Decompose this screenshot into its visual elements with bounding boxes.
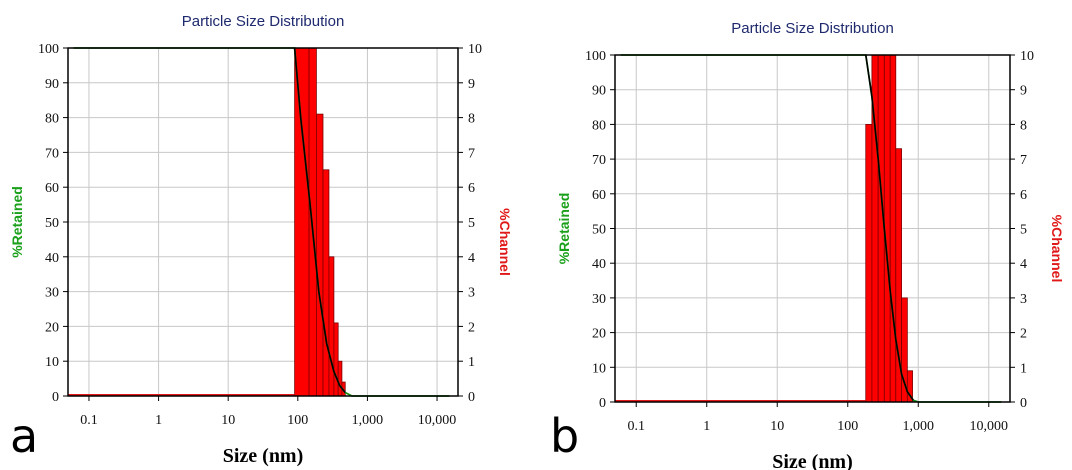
x-tick-label: 1 xyxy=(155,413,162,428)
y-tick-label-left: 100 xyxy=(38,42,59,57)
x-tick-label: 100 xyxy=(837,419,858,434)
y-tick-label-right: 10 xyxy=(1020,49,1034,64)
y-tick-label-right: 5 xyxy=(468,216,475,231)
chart-panel-b: Particle Size Distribution 0 10 20 30 40 50 60 7… xyxy=(540,0,1070,470)
y-tick-label-left: 30 xyxy=(45,286,59,301)
y-tick-label-right: 4 xyxy=(1020,257,1027,272)
y-tick-label-left: 60 xyxy=(45,181,59,196)
y-tick-label-right: 6 xyxy=(468,181,475,196)
y-tick-label-left: 80 xyxy=(592,118,606,133)
y-tick-label-left: 10 xyxy=(45,355,59,370)
x-tick-label: 10,000 xyxy=(970,419,1009,434)
y-tick-label-right: 3 xyxy=(468,286,475,301)
fit-curve xyxy=(865,54,914,401)
x-tick-label: 1,000 xyxy=(352,413,384,428)
y-tick-label-right: 2 xyxy=(1020,327,1027,342)
y-tick-label-left: 0 xyxy=(599,396,606,411)
x-tick-label: 0.1 xyxy=(80,413,98,428)
channel-bar xyxy=(889,54,897,403)
panel-label: b xyxy=(550,409,579,463)
y-tick-label-right: 0 xyxy=(1020,396,1027,411)
y-tick-label-left: 0 xyxy=(52,390,59,405)
y-axis-label-right: %Channel xyxy=(1049,215,1065,283)
channel-bar xyxy=(877,54,885,403)
y-tick-label-right: 1 xyxy=(1020,361,1027,376)
y-tick-label-right: 7 xyxy=(468,146,475,161)
x-axis-label: Size (nm) xyxy=(223,445,304,467)
y-tick-label-left: 70 xyxy=(45,146,59,161)
y-tick-label-right: 1 xyxy=(468,355,475,370)
y-tick-label-left: 90 xyxy=(45,77,59,92)
y-tick-label-left: 40 xyxy=(592,257,606,272)
y-axis-label-left: %Retained xyxy=(556,193,572,265)
x-tick-label: 10 xyxy=(221,413,235,428)
y-tick-label-left: 100 xyxy=(585,49,606,64)
y-tick-label-right: 2 xyxy=(468,320,475,335)
y-tick-label-right: 10 xyxy=(468,42,482,57)
grid xyxy=(68,48,458,396)
y-tick-label-right: 9 xyxy=(1020,84,1027,99)
x-tick-label: 1 xyxy=(703,419,710,434)
y-tick-label-left: 30 xyxy=(592,292,606,307)
y-tick-label-left: 40 xyxy=(45,251,59,266)
y-tick-label-right: 0 xyxy=(468,390,475,405)
y-axis-label-left: %Retained xyxy=(9,186,25,258)
chart-title: Particle Size Distribution xyxy=(182,13,345,30)
y-tick-label-left: 60 xyxy=(592,188,606,203)
x-tick-label: 10,000 xyxy=(418,413,457,428)
channel-bar xyxy=(322,169,330,397)
y-tick-label-right: 5 xyxy=(1020,223,1027,238)
grid xyxy=(615,55,1010,402)
y-tick-label-left: 50 xyxy=(592,223,606,238)
y-tick-label-right: 6 xyxy=(1020,188,1027,203)
y-tick-label-left: 20 xyxy=(592,327,606,342)
channel-bar xyxy=(316,113,324,397)
y-tick-label-left: 70 xyxy=(592,153,606,168)
x-tick-label: 10 xyxy=(770,419,784,434)
channel-bar xyxy=(333,322,339,397)
panel-label: a xyxy=(10,409,38,463)
x-tick-label: 0.1 xyxy=(627,419,645,434)
y-tick-label-right: 4 xyxy=(468,251,475,266)
y-tick-label-left: 90 xyxy=(592,84,606,99)
chart-panel-a: Particle Size Distribution 0 10 20 30 40 50 60 7… xyxy=(0,0,530,470)
y-tick-label-left: 50 xyxy=(45,216,59,231)
y-tick-label-left: 80 xyxy=(45,112,59,127)
y-tick-label-right: 8 xyxy=(468,112,475,127)
y-tick-label-right: 3 xyxy=(1020,292,1027,307)
channel-bar xyxy=(865,124,873,403)
y-tick-label-left: 20 xyxy=(45,320,59,335)
x-axis-label: Size (nm) xyxy=(772,451,853,470)
channel-bar xyxy=(328,256,335,397)
channel-bar xyxy=(294,47,310,397)
y-tick-label-right: 7 xyxy=(1020,153,1027,168)
particle-size-chart-b: Particle Size Distribution01020304050607… xyxy=(550,20,1065,470)
x-tick-label: 100 xyxy=(287,413,308,428)
particle-size-chart-a: Particle Size Distribution01020304050607… xyxy=(9,13,513,467)
channel-bar xyxy=(337,360,343,397)
y-tick-label-left: 10 xyxy=(592,361,606,376)
fit-curve xyxy=(293,47,346,393)
x-tick-label: 1,000 xyxy=(903,419,935,434)
chart-title: Particle Size Distribution xyxy=(731,20,894,37)
y-tick-label-right: 8 xyxy=(1020,118,1027,133)
y-tick-label-right: 9 xyxy=(468,77,475,92)
y-axis-label-right: %Channel xyxy=(497,208,513,276)
